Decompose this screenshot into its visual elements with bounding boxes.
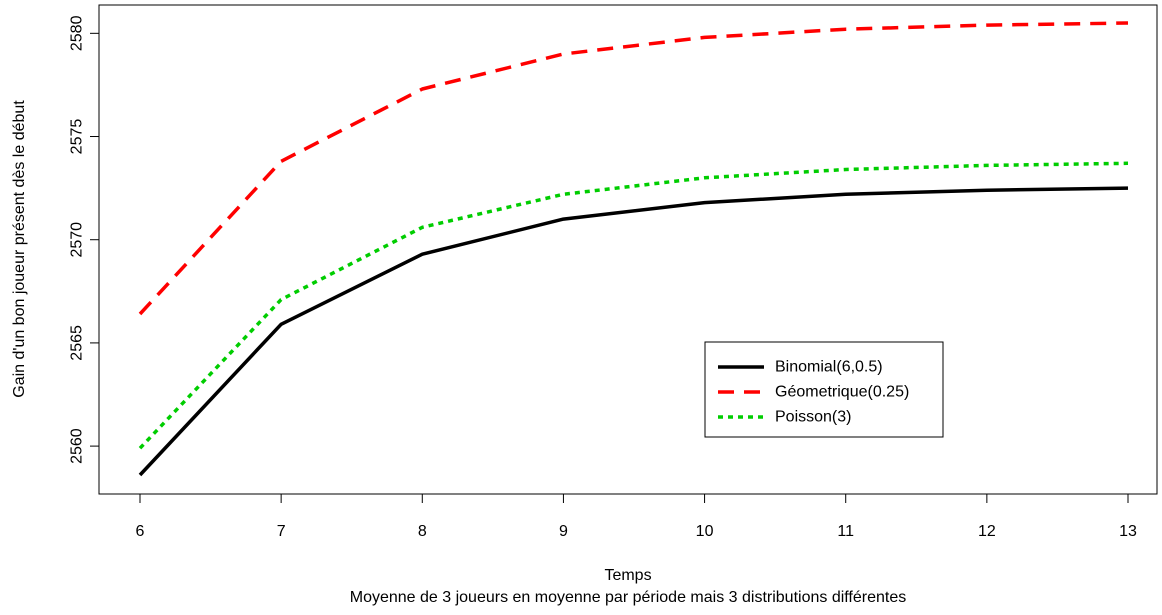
x-tick-label: 9 xyxy=(559,523,568,540)
series-line-2 xyxy=(138,21,1129,316)
y-tick-label: 2570 xyxy=(69,222,86,258)
x-tick-label: 6 xyxy=(136,523,145,540)
y-tick-label: 2575 xyxy=(69,119,86,155)
series-line-3 xyxy=(138,161,1129,450)
x-tick-label: 13 xyxy=(1119,523,1137,540)
y-tick-label: 2580 xyxy=(69,15,86,51)
plot-frame xyxy=(98,4,1158,495)
chart-subtitle: Moyenne de 3 joueurs en moyenne par péri… xyxy=(350,589,906,606)
y-axis-label: Gain d'un bon joueur présent dès le débu… xyxy=(11,100,28,398)
x-axis-label: Temps xyxy=(604,567,651,584)
y-tick-label: 2560 xyxy=(69,428,86,464)
legend-box xyxy=(704,341,944,438)
y-axis: 2560 2565 2570 2575 2580 xyxy=(69,15,100,464)
x-tick-label: 11 xyxy=(837,523,854,540)
x-tick-label: 10 xyxy=(696,523,714,540)
series-layer xyxy=(138,21,1129,477)
legend-label: Binomial(6,0.5) xyxy=(775,359,883,376)
x-tick-label: 12 xyxy=(978,523,996,540)
x-axis: 6 7 8 9 10 11 12 13 xyxy=(136,493,1137,540)
legend-label: Géometrique(0.25) xyxy=(775,384,909,401)
legend: Binomial(6,0.5) Géometrique(0.25) Poisson(… xyxy=(704,341,944,438)
y-tick-label: 2565 xyxy=(69,325,86,361)
legend-label: Poisson(3) xyxy=(775,409,851,426)
x-tick-label: 8 xyxy=(418,523,427,540)
series-line-1 xyxy=(138,186,1129,477)
x-tick-label: 7 xyxy=(277,523,286,540)
